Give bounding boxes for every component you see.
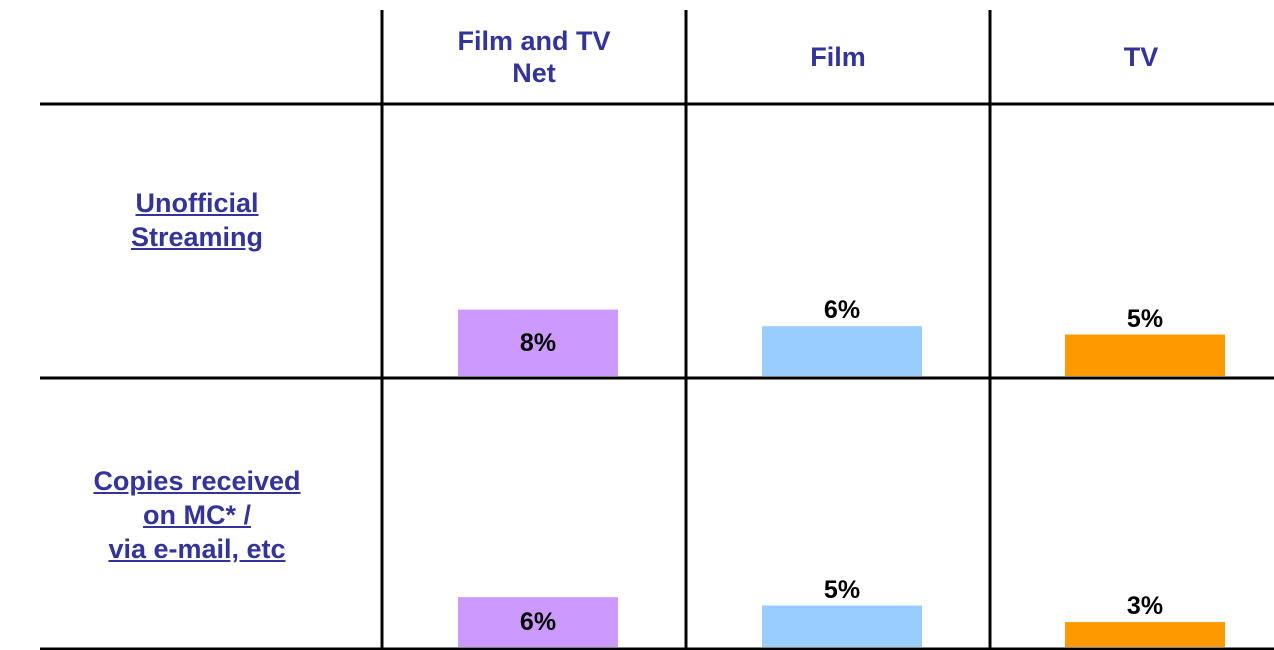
row-label: Unofficial Streaming xyxy=(130,188,264,252)
data-label: 6% xyxy=(519,608,557,637)
bar xyxy=(1065,334,1225,376)
bar xyxy=(762,326,922,376)
bar xyxy=(762,605,922,647)
column-header: Film and TV Net xyxy=(457,26,611,88)
data-label: 8% xyxy=(519,328,557,357)
bar xyxy=(458,597,618,647)
data-label: 5% xyxy=(823,575,861,604)
data-label: 3% xyxy=(1126,592,1164,621)
data-label: 5% xyxy=(1126,304,1164,333)
column-header: TV xyxy=(1123,42,1159,72)
column-header: Film xyxy=(810,42,866,72)
row-label: Copies received on MC* / via e-mail, etc xyxy=(93,466,301,564)
bar xyxy=(458,309,618,376)
data-label: 6% xyxy=(823,296,861,325)
bar xyxy=(1065,622,1225,647)
